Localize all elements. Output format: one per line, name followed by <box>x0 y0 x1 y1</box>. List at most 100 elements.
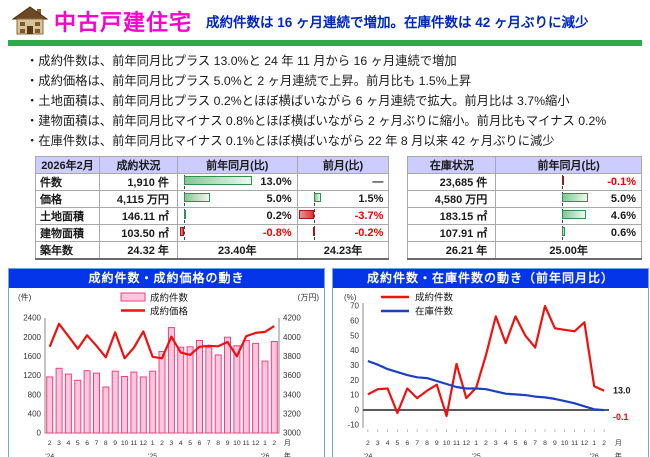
svg-text:2: 2 <box>272 440 276 447</box>
svg-text:2: 2 <box>602 440 606 447</box>
svg-text:7: 7 <box>95 440 99 447</box>
zero-line <box>183 226 185 240</box>
svg-text:5: 5 <box>188 440 192 447</box>
svg-text:8: 8 <box>543 440 547 447</box>
svg-text:1: 1 <box>474 440 478 447</box>
contract-value: 103.50 ㎡ <box>98 224 178 242</box>
svg-text:3: 3 <box>494 440 498 447</box>
inv-yoy-bar-cell: 4.6% <box>495 207 642 225</box>
positive-bar <box>313 193 322 202</box>
inv-yoy-bar-cell: -0.1% <box>495 173 642 191</box>
contract-value: 146.11 ㎡ <box>98 207 178 225</box>
svg-text:6: 6 <box>85 440 89 447</box>
sales-count-bars <box>46 327 278 434</box>
svg-text:8: 8 <box>216 440 220 447</box>
svg-text:3800: 3800 <box>283 352 301 361</box>
svg-text:4: 4 <box>504 440 508 447</box>
mom-header: 前月(比) <box>296 156 390 174</box>
svg-text:70: 70 <box>350 302 359 311</box>
report-header: 中古戸建住宅 成約件数は 16 ヶ月連続で増加。在庫件数は 42 ヶ月ぶりに減少 <box>8 4 642 38</box>
svg-text:800: 800 <box>28 390 42 399</box>
yoy-header: 前年同月(比) <box>176 156 298 174</box>
svg-text:11: 11 <box>243 440 250 447</box>
negative-bar <box>179 227 184 236</box>
yoy-bar-cell: -0.8% <box>176 224 298 242</box>
svg-text:2: 2 <box>160 440 164 447</box>
svg-text:5: 5 <box>514 440 518 447</box>
svg-text:年: 年 <box>284 451 291 457</box>
svg-text:8: 8 <box>425 440 429 447</box>
svg-text:3: 3 <box>170 440 174 447</box>
svg-text:50: 50 <box>350 331 359 340</box>
yoy-comparison-chart: 70 60 50 40 30 20 10 0 -10 2 3 4 5 6 7 8 9 10 11 12 1 2 3 4 5 6 7 8… <box>333 288 648 457</box>
svg-text:10: 10 <box>233 440 241 447</box>
contract-table-header: 2026年2月 成約状況 前年同月(比) 前月(比) <box>35 156 390 174</box>
svg-text:成約件数: 成約件数 <box>150 292 189 304</box>
svg-text:6: 6 <box>198 440 202 447</box>
svg-text:8: 8 <box>104 440 108 447</box>
svg-text:'25: '25 <box>148 453 157 457</box>
contract-value: 1,910 件 <box>98 173 178 191</box>
inventory-table: 在庫状況 前年同月(比) 23,685 件 -0.1% 4,580 万円 5.0… <box>407 156 642 260</box>
svg-text:3600: 3600 <box>283 371 301 380</box>
svg-text:4: 4 <box>386 440 390 447</box>
inv-yoy-bar-cell: 5.0% <box>495 190 642 208</box>
svg-text:20: 20 <box>350 376 359 385</box>
svg-text:2000: 2000 <box>23 333 41 342</box>
svg-text:成約件数: 成約件数 <box>415 292 454 304</box>
inventory-table-header: 在庫状況 前年同月(比) <box>407 156 642 174</box>
svg-text:5: 5 <box>396 440 400 447</box>
svg-text:40: 40 <box>350 346 359 355</box>
svg-text:2: 2 <box>366 440 370 447</box>
inventory-value: 183.15 ㎡ <box>407 207 497 225</box>
sales-price-chart-title: 成約件数・成約価格の動き <box>9 269 324 288</box>
bullet-sales-count: ・成約件数は、前年同月比プラス 13.0%と 24 年 11 月から 16 ヶ月… <box>26 54 457 68</box>
svg-text:1600: 1600 <box>23 352 41 361</box>
svg-text:月: 月 <box>615 439 622 447</box>
svg-text:年: 年 <box>615 451 622 457</box>
yoy-bar-cell: 0.2% <box>176 207 298 225</box>
svg-text:1: 1 <box>263 440 267 447</box>
inv-yoy-age-cell: 25.00年 <box>495 241 642 260</box>
inv-yoy-header: 前年同月(比) <box>495 156 642 174</box>
yoy-age-cell: 23.40年 <box>176 241 298 260</box>
sales-annotation: 13.0 <box>613 386 631 396</box>
svg-text:12: 12 <box>581 440 589 447</box>
contract-header: 成約状況 <box>98 156 178 174</box>
positive-bar <box>183 176 252 185</box>
svg-text:7: 7 <box>533 440 537 447</box>
table-row: 183.15 ㎡ 4.6% <box>407 207 642 225</box>
svg-text:10: 10 <box>561 440 569 447</box>
svg-text:10: 10 <box>443 440 451 447</box>
page-subtitle: 成約件数は 16 ヶ月連続で増加。在庫件数は 42 ヶ月ぶりに減少 <box>206 15 589 30</box>
row-label: 建物面積 <box>35 224 100 242</box>
svg-text:月: 月 <box>284 439 291 447</box>
contract-value: 4,115 万円 <box>98 190 178 208</box>
positive-bar <box>183 210 186 219</box>
contract-table: 2026年2月 成約状況 前年同月(比) 前月(比) 件数 1,910 件 13… <box>35 156 390 260</box>
svg-text:4200: 4200 <box>283 314 301 323</box>
green-divider <box>8 40 642 46</box>
inventory-yoy-line <box>367 359 605 412</box>
contract-value: 24.32 年 <box>98 241 178 260</box>
table-row: 建物面積 103.50 ㎡ -0.8% -0.2% <box>35 224 390 242</box>
mom-bar-cell: 1.5% <box>296 190 390 208</box>
svg-text:'25: '25 <box>472 453 481 457</box>
sales-price-chart: 0 400 800 1200 1600 2000 2400 3000 3200 3400 3600 3… <box>9 288 324 457</box>
summary-bullets: ・成約件数は、前年同月比プラス 13.0%と 24 年 11 月から 16 ヶ月… <box>8 51 642 151</box>
svg-text:11: 11 <box>453 440 460 447</box>
yoy-chart-panel: 成約件数・在庫件数の動き（前年同月比） 70 60 50 40 30 20 10 0 -10 2 3… <box>332 268 649 457</box>
bullet-inventory: ・在庫件数は、前年同月比マイナス 0.1%とほぼ横ばいながら 22 年 8 月以… <box>26 134 555 148</box>
svg-text:30: 30 <box>350 361 359 370</box>
sales-price-chart-panel: 成約件数・成約価格の動き 0 400 800 1200 1600 2000 2400 3000… <box>8 268 325 457</box>
svg-text:1: 1 <box>151 440 155 447</box>
svg-text:(万円): (万円) <box>298 293 320 302</box>
svg-text:9: 9 <box>435 440 439 447</box>
svg-text:9: 9 <box>226 440 230 447</box>
row-label: 土地面積 <box>35 207 100 225</box>
positive-bar <box>183 193 210 202</box>
svg-text:2400: 2400 <box>23 314 41 323</box>
